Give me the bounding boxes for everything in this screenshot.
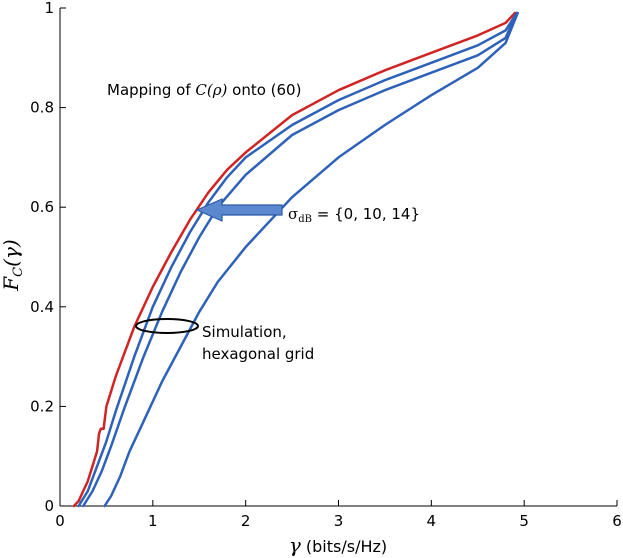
- y-axis-argument: (γ): [0, 239, 23, 267]
- x-axis-symbol: γ: [289, 533, 301, 557]
- mapping-annotation: Mapping of C(ρ) onto (60): [107, 81, 301, 99]
- y-axis-subscript: C: [11, 267, 26, 277]
- y-tick-label: 0.2: [30, 397, 54, 415]
- x-tick-label: 1: [148, 512, 158, 530]
- simulation-line-2: hexagonal grid: [202, 345, 314, 363]
- mapping-prefix: Mapping of: [107, 81, 195, 99]
- sigma-arrow: [195, 198, 283, 222]
- simulation-line-1: Simulation,: [202, 323, 287, 341]
- y-tick-label: 0.8: [30, 99, 54, 117]
- series-line-3: [103, 11, 519, 508]
- x-tick-label: 3: [334, 512, 344, 530]
- x-tick-label: 0: [55, 512, 65, 530]
- sigma-annotation: σdB = {0, 10, 14}: [288, 205, 420, 225]
- y-tick-label: 0.4: [30, 298, 54, 316]
- series-layer: [72, 11, 519, 508]
- y-tick-label: 1: [44, 0, 54, 17]
- x-tick-label: 4: [427, 512, 437, 530]
- sigma-values: = {0, 10, 14}: [312, 205, 420, 223]
- sigma-subscript: dB: [298, 214, 312, 225]
- y-axis-symbol: F: [0, 276, 23, 292]
- x-tick-label: 6: [612, 512, 622, 530]
- mapping-math: C(ρ): [195, 81, 227, 99]
- y-tick-label: 0: [44, 497, 54, 515]
- sigma-arrow-shape: [195, 198, 283, 222]
- ticks: 0 1 2 3 4 5 6 0 0.2 0.4 0.6 0.8 1: [30, 0, 622, 530]
- simulation-ellipse: [135, 318, 199, 334]
- y-axis-label: FC(γ): [0, 239, 26, 291]
- x-axis-unit: (bits/s/Hz): [301, 537, 387, 556]
- y-tick-label: 0.6: [30, 198, 54, 216]
- series-line-0: [72, 11, 517, 508]
- x-axis-label: γ (bits/s/Hz): [289, 533, 387, 557]
- sigma-symbol: σ: [288, 205, 298, 223]
- series-line-2: [81, 11, 518, 508]
- mapping-suffix: onto (60): [227, 81, 301, 99]
- series-line-1: [77, 11, 518, 508]
- x-tick-label: 2: [241, 512, 251, 530]
- x-tick-label: 5: [519, 512, 529, 530]
